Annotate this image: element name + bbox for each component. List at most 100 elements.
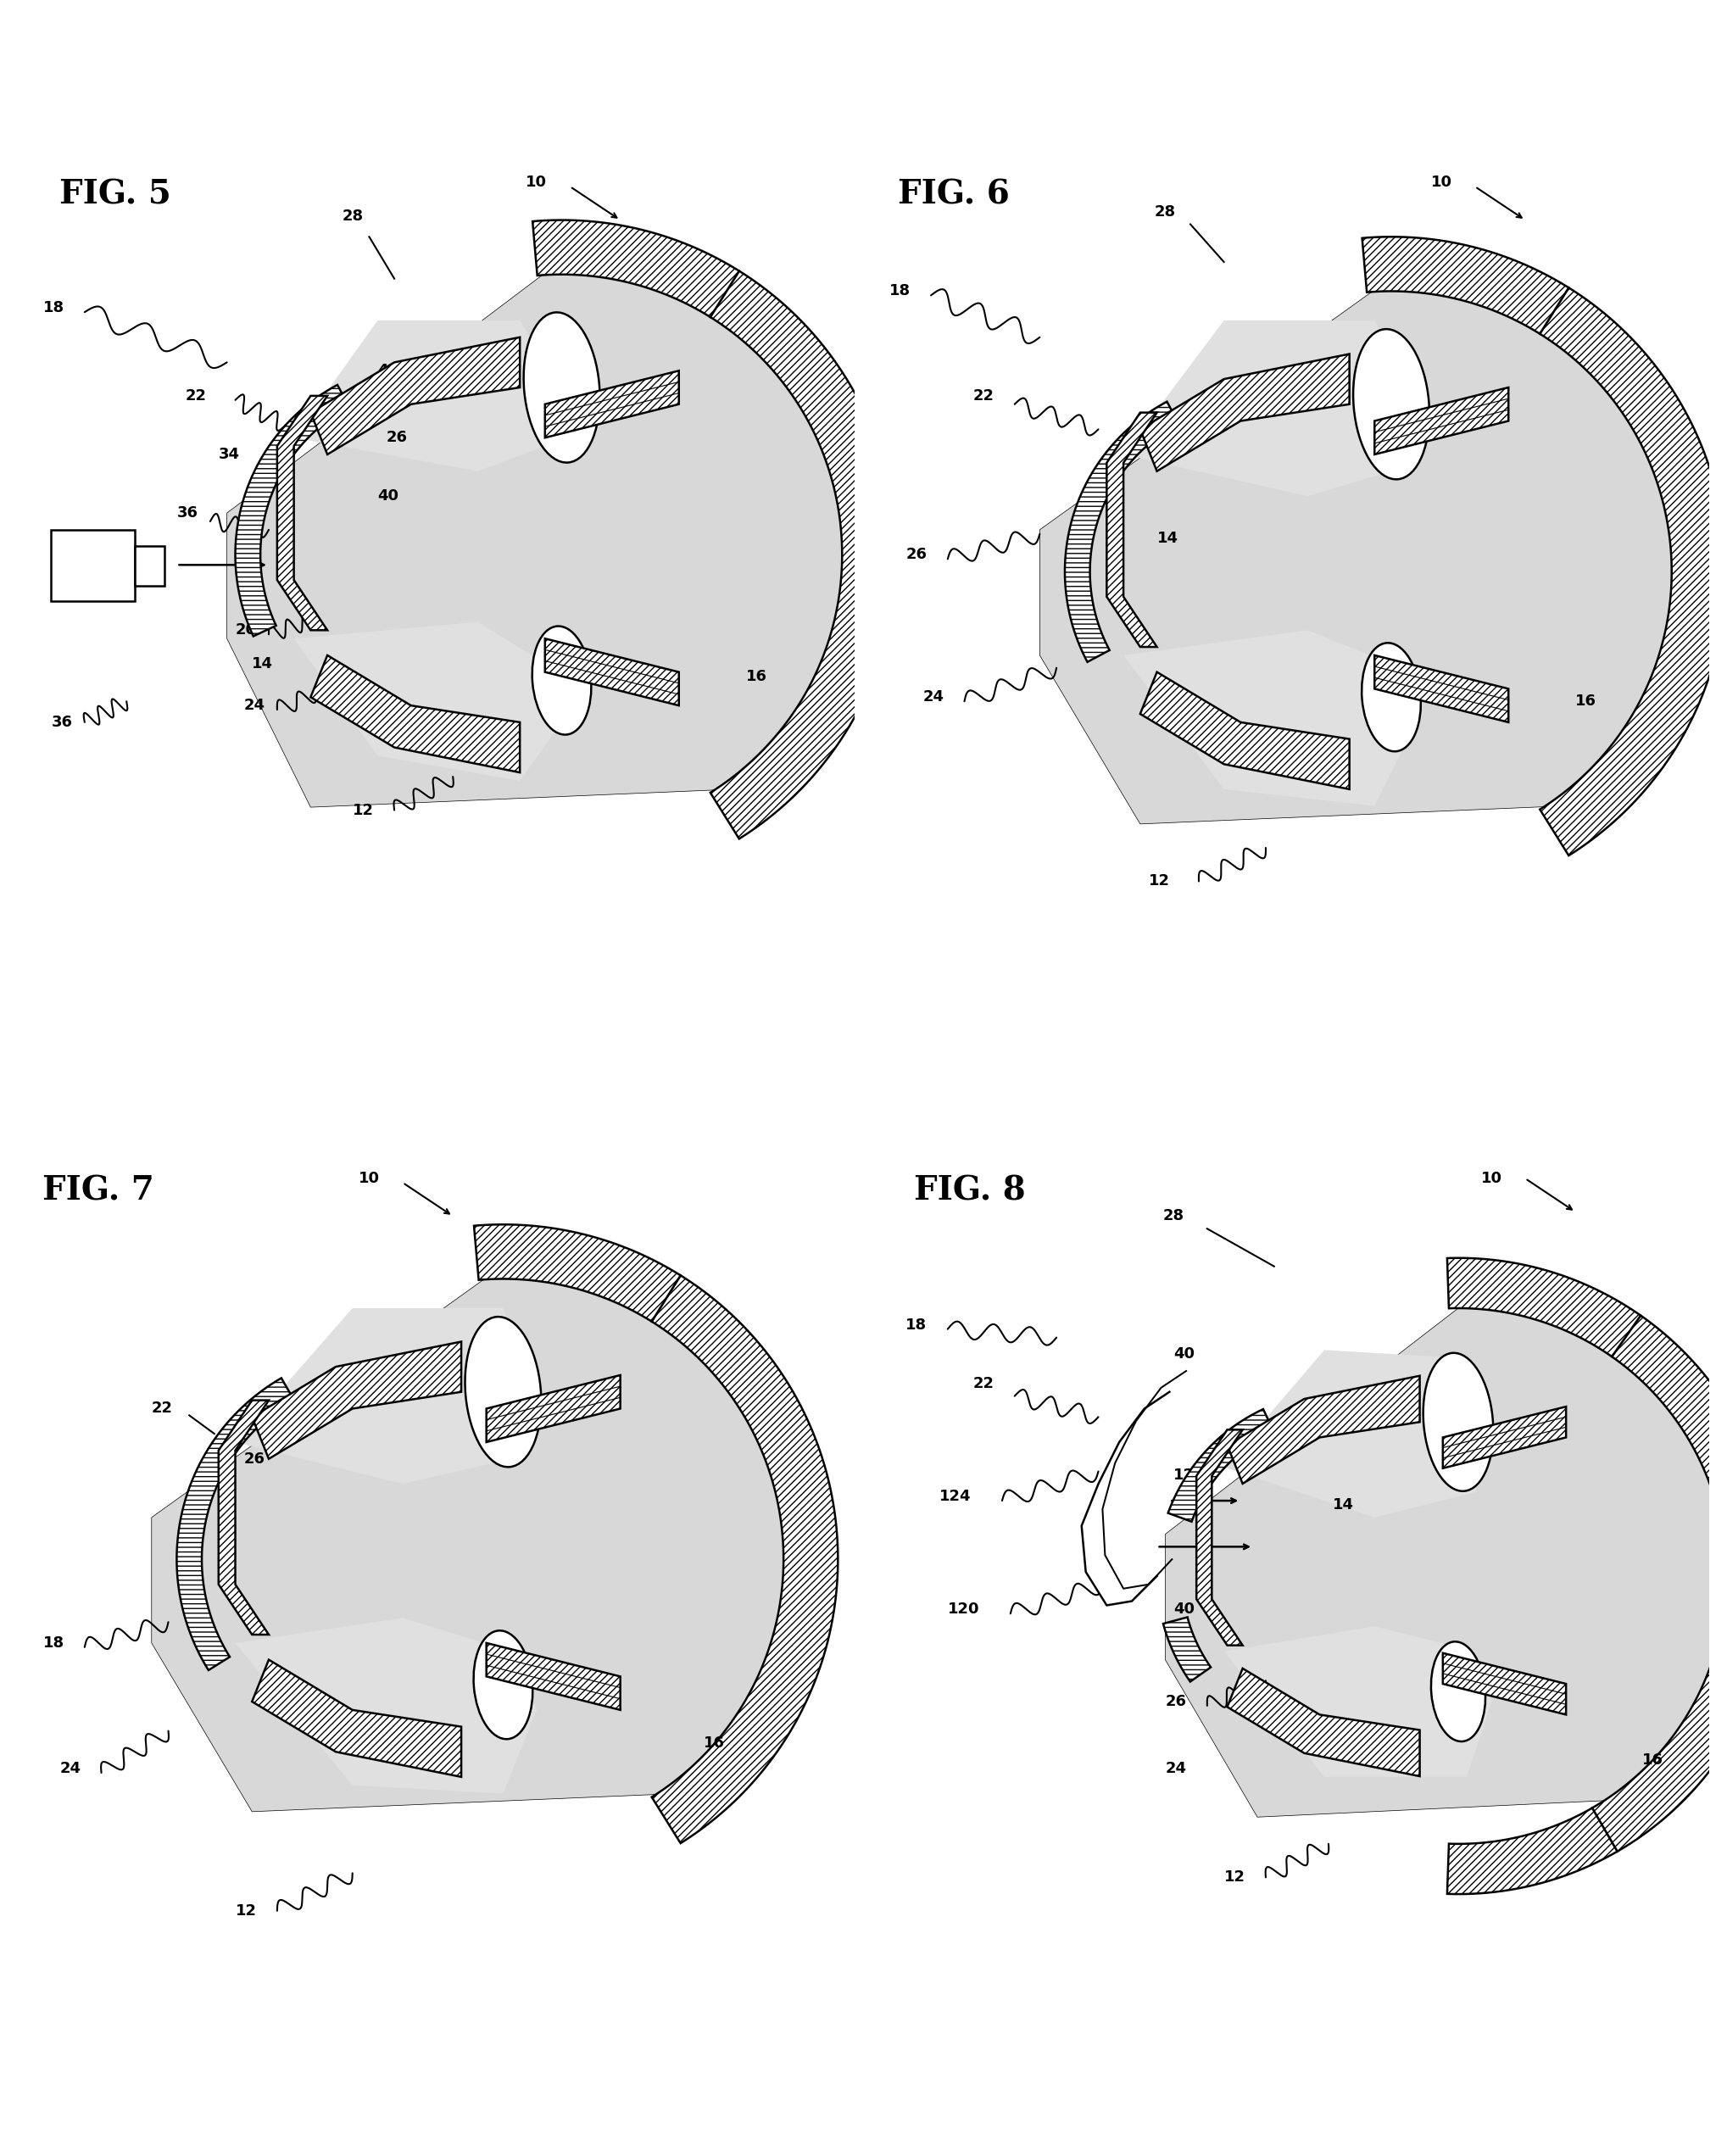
Text: 24: 24 (59, 1761, 81, 1777)
Text: 16: 16 (1642, 1753, 1663, 1768)
Polygon shape (546, 638, 679, 705)
Polygon shape (487, 1376, 620, 1442)
Polygon shape (1124, 321, 1416, 496)
Polygon shape (252, 1341, 461, 1460)
Text: 16: 16 (705, 1736, 725, 1751)
Polygon shape (1228, 1376, 1420, 1483)
Text: 10: 10 (1432, 175, 1452, 190)
Text: 12: 12 (235, 1904, 257, 1919)
Polygon shape (1224, 1626, 1492, 1777)
Text: 18: 18 (43, 300, 64, 315)
Text: 24: 24 (244, 699, 264, 714)
Polygon shape (311, 336, 520, 455)
Polygon shape (1140, 354, 1349, 472)
Text: 28: 28 (342, 209, 363, 224)
Text: 26: 26 (385, 429, 408, 446)
Text: 22: 22 (972, 388, 995, 403)
Polygon shape (1592, 1315, 1727, 1852)
Text: 20: 20 (235, 623, 257, 638)
Polygon shape (235, 1617, 537, 1794)
Polygon shape (294, 321, 561, 472)
Polygon shape (487, 1643, 620, 1710)
Text: 14: 14 (185, 1526, 206, 1542)
Polygon shape (1167, 1410, 1275, 1522)
Polygon shape (1442, 1654, 1566, 1714)
Polygon shape (1107, 412, 1157, 647)
Text: 12: 12 (1224, 1869, 1245, 1884)
Text: FIG. 7: FIG. 7 (43, 1175, 155, 1207)
Polygon shape (1197, 1429, 1243, 1645)
Polygon shape (235, 1309, 537, 1483)
Polygon shape (219, 1399, 269, 1634)
Polygon shape (294, 621, 561, 780)
Polygon shape (546, 371, 679, 438)
Text: 18: 18 (43, 1634, 64, 1651)
Polygon shape (1166, 1309, 1725, 1818)
Polygon shape (1224, 1350, 1492, 1518)
Polygon shape (1066, 401, 1180, 662)
Text: 16: 16 (1575, 694, 1597, 709)
Text: 22: 22 (152, 1401, 173, 1416)
Ellipse shape (473, 1630, 532, 1740)
Text: 36: 36 (176, 505, 199, 520)
Ellipse shape (1423, 1354, 1494, 1492)
Text: 122: 122 (1174, 1468, 1205, 1483)
Text: 18: 18 (889, 285, 910, 300)
Polygon shape (1375, 655, 1508, 722)
Text: 40: 40 (378, 362, 399, 377)
Polygon shape (1164, 1617, 1211, 1682)
Text: 120: 120 (948, 1602, 979, 1617)
Text: 24: 24 (922, 690, 943, 705)
Text: 10: 10 (359, 1171, 380, 1186)
Ellipse shape (1432, 1641, 1485, 1742)
Text: FIG. 8: FIG. 8 (914, 1175, 1026, 1207)
Ellipse shape (1361, 642, 1421, 752)
Text: 34: 34 (219, 446, 240, 461)
Text: 26: 26 (907, 548, 927, 563)
Polygon shape (1124, 630, 1416, 806)
Polygon shape (276, 397, 328, 630)
Polygon shape (1447, 1809, 1616, 1895)
Bar (52, 530, 135, 602)
Polygon shape (710, 272, 896, 839)
Text: 18: 18 (907, 1317, 927, 1332)
Polygon shape (152, 1279, 784, 1811)
Polygon shape (1081, 1371, 1186, 1606)
Text: 14: 14 (1333, 1496, 1354, 1514)
Polygon shape (252, 1660, 461, 1777)
Ellipse shape (523, 313, 599, 464)
Text: 22: 22 (972, 1376, 995, 1391)
Polygon shape (1140, 673, 1349, 789)
Text: 22: 22 (185, 388, 206, 403)
Text: 40: 40 (378, 489, 399, 505)
Text: 26: 26 (1166, 1695, 1186, 1710)
Polygon shape (226, 274, 843, 806)
Text: 40: 40 (1174, 1348, 1195, 1363)
Text: 28: 28 (1155, 205, 1176, 220)
Polygon shape (311, 655, 520, 772)
Ellipse shape (465, 1317, 541, 1466)
Polygon shape (473, 1225, 680, 1322)
Polygon shape (651, 1276, 838, 1843)
Polygon shape (1442, 1406, 1566, 1468)
Polygon shape (1228, 1669, 1420, 1777)
Text: FIG. 6: FIG. 6 (898, 179, 1009, 211)
Text: 12: 12 (1148, 873, 1169, 888)
Text: 10: 10 (1482, 1171, 1502, 1186)
Text: 124: 124 (939, 1490, 971, 1505)
Text: FIG. 5: FIG. 5 (59, 179, 171, 211)
Text: 14: 14 (1157, 530, 1178, 545)
Ellipse shape (532, 625, 591, 735)
Text: 12: 12 (352, 802, 373, 817)
Polygon shape (1363, 237, 1568, 334)
Polygon shape (532, 220, 739, 317)
Bar (135, 545, 164, 586)
Text: 16: 16 (746, 668, 767, 683)
Text: 14: 14 (252, 655, 273, 671)
Text: 28: 28 (1162, 1207, 1185, 1225)
Text: 36: 36 (52, 714, 73, 731)
Text: 10: 10 (527, 175, 547, 190)
Ellipse shape (1354, 330, 1430, 479)
Polygon shape (1540, 287, 1725, 856)
Polygon shape (1040, 291, 1672, 824)
